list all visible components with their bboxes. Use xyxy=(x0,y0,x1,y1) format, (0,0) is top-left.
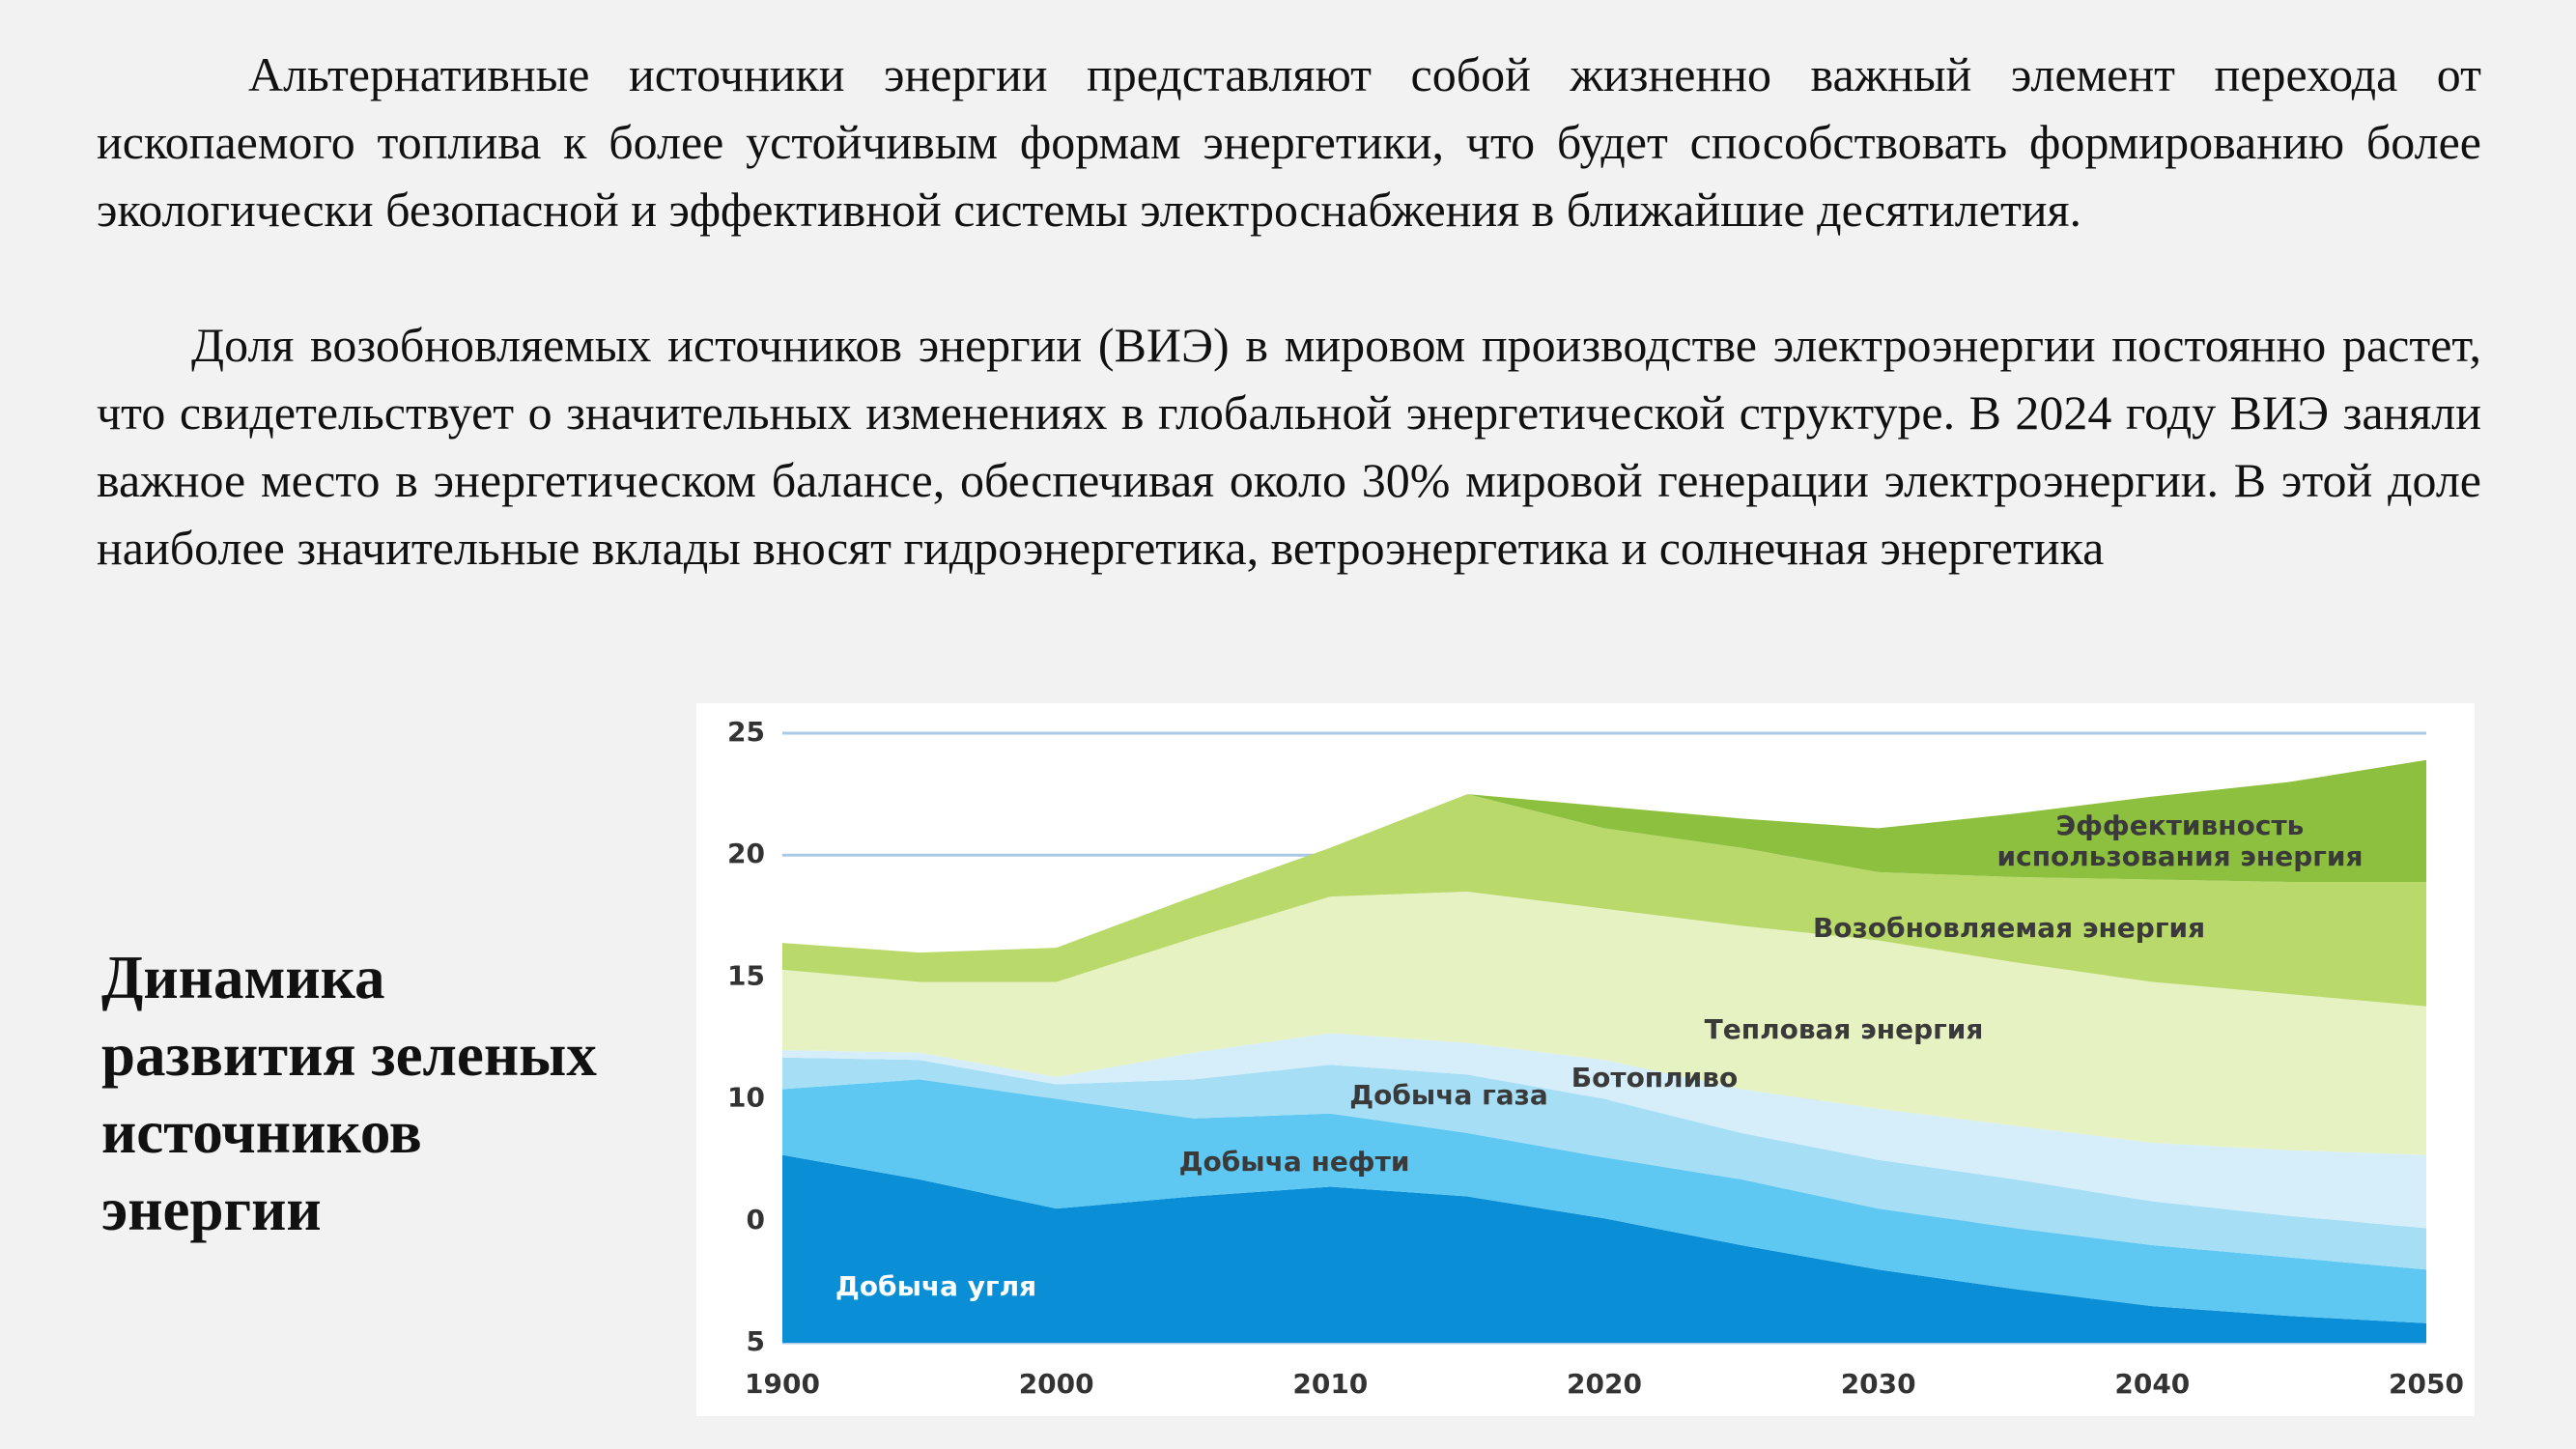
series-label: Добыча газа xyxy=(1349,1079,1548,1111)
series-label: Эффективность использования энергия xyxy=(1996,810,2364,872)
area xyxy=(782,1057,2426,1270)
x-tick-label: 2000 xyxy=(1019,1368,1094,1400)
area xyxy=(782,1033,2426,1229)
y-tick-label: 20 xyxy=(727,838,765,869)
area xyxy=(782,892,2426,1155)
y-tick-label: 25 xyxy=(727,716,765,748)
x-tick-label: 2040 xyxy=(2114,1368,2190,1400)
paragraph: Альтернативные источники энергии предста… xyxy=(97,47,2481,237)
area xyxy=(782,794,2426,1007)
area xyxy=(782,1154,2426,1343)
area xyxy=(782,759,2426,953)
x-tick-label: 2050 xyxy=(2389,1368,2464,1400)
series-label: Возобновляемая энергия xyxy=(1812,912,2206,944)
series-label: Добыча нефти xyxy=(1178,1146,1410,1178)
x-tick-label: 2030 xyxy=(1841,1368,1916,1400)
y-tick-label: 0 xyxy=(747,1204,765,1236)
series-label: Ботопливо xyxy=(1571,1062,1739,1094)
series-label: Тепловая энергия xyxy=(1704,1013,1984,1045)
series-label: Добыча угля xyxy=(835,1270,1037,1302)
paragraph: Доля возобновляемых источников энергии (… xyxy=(97,318,2481,575)
heading: Динамика развития зеленых источников эне… xyxy=(101,944,597,1243)
x-tick-label: 2020 xyxy=(1567,1368,1642,1400)
chart-svg: 5 0 10 15 20 25 1900 2000 2010 2020 2030 2040 2050 xyxy=(727,716,2464,1400)
x-tick-label: 1900 xyxy=(745,1368,820,1400)
y-tick-label: 10 xyxy=(727,1082,765,1114)
y-tick-label: 5 xyxy=(747,1325,765,1357)
x-tick-label: 2010 xyxy=(1292,1368,1368,1400)
y-tick-label: 15 xyxy=(727,959,765,991)
area xyxy=(782,1079,2426,1323)
chart: 5 0 10 15 20 25 1900 2000 2010 2020 2030 2040 2050 Д… xyxy=(696,703,2475,1416)
